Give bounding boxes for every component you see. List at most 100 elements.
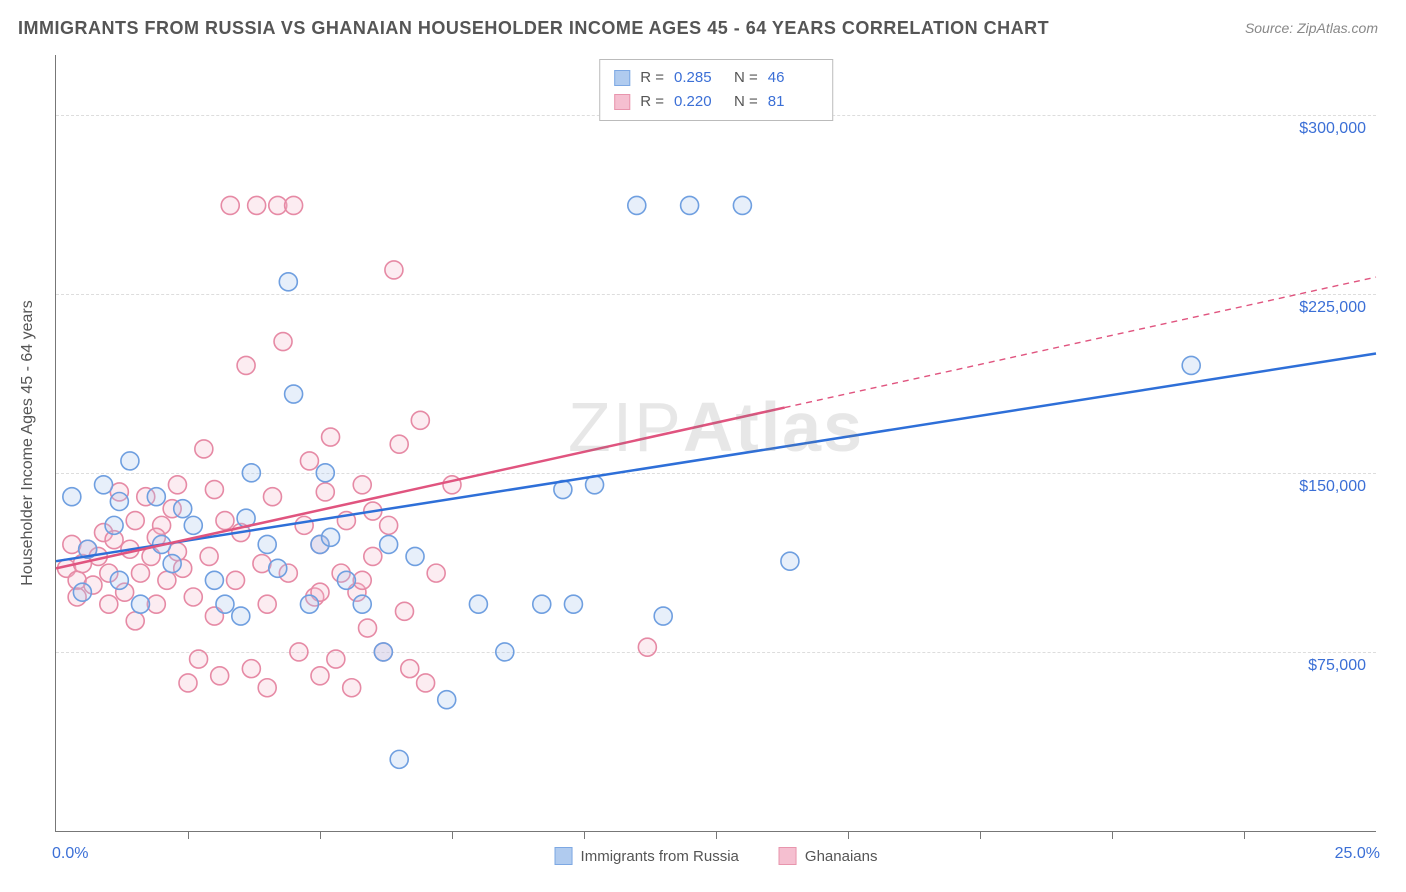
swatch-icon: [614, 70, 630, 86]
R-label: R =: [640, 66, 664, 90]
x-min-label: 0.0%: [52, 845, 88, 863]
scatter-point-russia: [438, 691, 456, 709]
x-tick: [716, 831, 717, 839]
scatter-point-ghana: [311, 667, 329, 685]
scatter-point-russia: [279, 273, 297, 291]
chart-title: IMMIGRANTS FROM RUSSIA VS GHANAIAN HOUSE…: [18, 18, 1049, 39]
scatter-point-ghana: [200, 547, 218, 565]
scatter-point-russia: [564, 595, 582, 613]
x-tick: [1112, 831, 1113, 839]
scatter-point-russia: [322, 528, 340, 546]
scatter-point-ghana: [242, 660, 260, 678]
legend-item-ghana: Ghanaians: [779, 847, 878, 865]
scatter-point-ghana: [100, 595, 118, 613]
plot-svg: [56, 55, 1376, 831]
scatter-point-ghana: [395, 602, 413, 620]
scatter-point-russia: [131, 595, 149, 613]
legend-label-russia: Immigrants from Russia: [581, 848, 739, 865]
scatter-point-russia: [496, 643, 514, 661]
scatter-point-russia: [353, 595, 371, 613]
trend-line-russia: [56, 353, 1376, 561]
x-max-label: 25.0%: [1335, 845, 1380, 863]
scatter-point-russia: [469, 595, 487, 613]
scatter-point-ghana: [638, 638, 656, 656]
scatter-point-ghana: [364, 547, 382, 565]
x-tick: [1244, 831, 1245, 839]
scatter-point-ghana: [411, 411, 429, 429]
scatter-point-russia: [406, 547, 424, 565]
scatter-point-ghana: [158, 571, 176, 589]
scatter-point-ghana: [211, 667, 229, 685]
scatter-point-ghana: [221, 196, 239, 214]
chart-container: IMMIGRANTS FROM RUSSIA VS GHANAIAN HOUSE…: [0, 0, 1406, 892]
scatter-point-russia: [184, 516, 202, 534]
N-label: N =: [734, 66, 758, 90]
scatter-point-ghana: [237, 356, 255, 374]
scatter-point-ghana: [417, 674, 435, 692]
scatter-point-russia: [733, 196, 751, 214]
scatter-point-ghana: [290, 643, 308, 661]
scatter-point-russia: [390, 750, 408, 768]
scatter-point-ghana: [216, 512, 234, 530]
scatter-point-russia: [216, 595, 234, 613]
x-tick: [980, 831, 981, 839]
scatter-point-ghana: [195, 440, 213, 458]
scatter-point-ghana: [390, 435, 408, 453]
scatter-point-russia: [300, 595, 318, 613]
scatter-point-russia: [63, 488, 81, 506]
scatter-point-russia: [269, 559, 287, 577]
scatter-point-ghana: [285, 196, 303, 214]
scatter-point-russia: [374, 643, 392, 661]
x-tick: [848, 831, 849, 839]
scatter-point-russia: [121, 452, 139, 470]
swatch-icon: [614, 94, 630, 110]
R-value-russia: 0.285: [674, 66, 724, 90]
scatter-point-ghana: [168, 476, 186, 494]
scatter-point-russia: [73, 583, 91, 601]
N-label: N =: [734, 90, 758, 114]
scatter-point-russia: [147, 488, 165, 506]
scatter-point-russia: [110, 492, 128, 510]
scatter-point-russia: [1182, 356, 1200, 374]
scatter-point-ghana: [205, 481, 223, 499]
scatter-point-ghana: [385, 261, 403, 279]
x-tick: [188, 831, 189, 839]
swatch-icon: [555, 847, 573, 865]
scatter-point-russia: [242, 464, 260, 482]
scatter-point-ghana: [316, 483, 334, 501]
x-tick: [584, 831, 585, 839]
N-value-russia: 46: [768, 66, 818, 90]
y-axis-label: Householder Income Ages 45 - 64 years: [19, 300, 37, 586]
scatter-point-russia: [232, 607, 250, 625]
stats-row-russia: R = 0.285 N = 46: [614, 66, 818, 90]
x-tick: [452, 831, 453, 839]
scatter-point-ghana: [126, 512, 144, 530]
scatter-point-ghana: [126, 612, 144, 630]
trend-line-ghana: [56, 408, 785, 569]
scatter-point-ghana: [248, 196, 266, 214]
scatter-point-russia: [380, 535, 398, 553]
scatter-point-ghana: [380, 516, 398, 534]
legend-item-russia: Immigrants from Russia: [555, 847, 739, 865]
scatter-point-ghana: [227, 571, 245, 589]
stats-row-ghana: R = 0.220 N = 81: [614, 90, 818, 114]
scatter-point-ghana: [131, 564, 149, 582]
legend-label-ghana: Ghanaians: [805, 848, 878, 865]
scatter-point-ghana: [274, 333, 292, 351]
scatter-point-ghana: [179, 674, 197, 692]
scatter-point-ghana: [353, 476, 371, 494]
scatter-point-ghana: [258, 679, 276, 697]
scatter-point-russia: [781, 552, 799, 570]
plot-area: Householder Income Ages 45 - 64 years $7…: [55, 55, 1376, 832]
scatter-point-russia: [205, 571, 223, 589]
scatter-point-ghana: [427, 564, 445, 582]
scatter-point-russia: [681, 196, 699, 214]
trend-line-dashed-ghana: [785, 277, 1376, 408]
scatter-point-russia: [285, 385, 303, 403]
scatter-point-russia: [258, 535, 276, 553]
scatter-point-ghana: [295, 516, 313, 534]
scatter-point-ghana: [258, 595, 276, 613]
scatter-point-russia: [533, 595, 551, 613]
scatter-point-ghana: [190, 650, 208, 668]
scatter-point-russia: [174, 500, 192, 518]
